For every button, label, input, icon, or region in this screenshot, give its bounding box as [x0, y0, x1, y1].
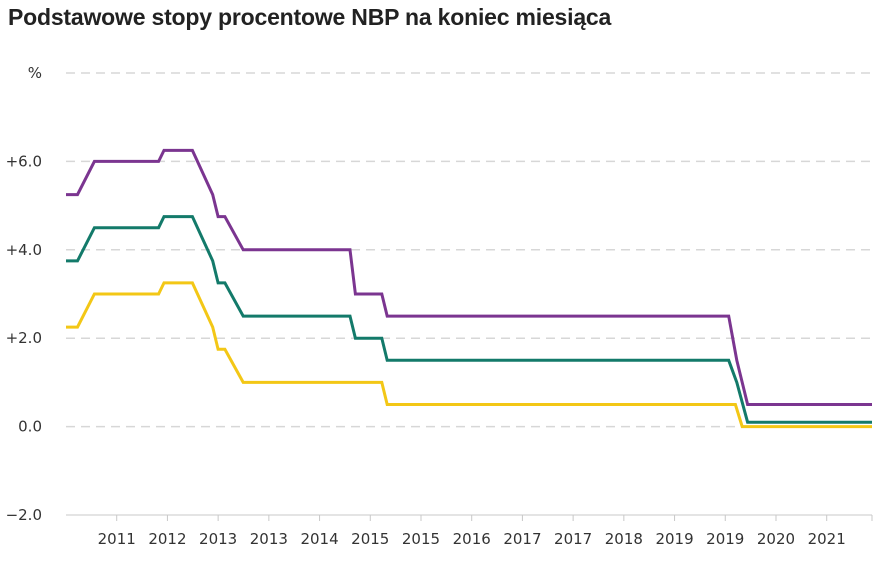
x-tick-label: 2016: [453, 530, 491, 548]
grid-lines: [66, 72, 872, 428]
x-tick-label: 2018: [605, 530, 643, 548]
x-tick-label: 2017: [503, 530, 541, 548]
y-tick-label: −2.0: [6, 506, 42, 524]
chart-title: Podstawowe stopy procentowe NBP na konie…: [8, 4, 612, 30]
x-tick-label: 2021: [808, 530, 846, 548]
x-axis: 2011 2012 2013 2013 2014 2015 2015 2016 2017 2017…: [66, 514, 873, 548]
y-tick-label: 0.0: [18, 418, 42, 436]
y-tick-label: %: [28, 64, 42, 82]
x-tick-label: 2011: [98, 530, 136, 548]
y-axis-labels: % +6.0 +4.0 +2.0 0.0 −2.0: [6, 64, 42, 524]
y-tick-label: +6.0: [6, 152, 42, 170]
series-lines: [66, 148, 872, 429]
series-line-2: [66, 215, 872, 424]
x-tick-label: 2013: [250, 530, 288, 548]
x-tick-label: 2013: [199, 530, 237, 548]
y-tick-label: +4.0: [6, 241, 42, 259]
series-line-3: [66, 281, 872, 429]
x-tick-label: 2014: [300, 530, 338, 548]
x-tick-label: 2019: [706, 530, 744, 548]
x-tick-label: 2020: [757, 530, 795, 548]
x-tick-label: 2019: [655, 530, 693, 548]
x-tick-label: 2017: [554, 530, 592, 548]
x-tick-label: 2012: [148, 530, 186, 548]
x-tick-label: 2015: [402, 530, 440, 548]
x-tick-label: 2015: [351, 530, 389, 548]
series-line-1: [66, 148, 872, 406]
y-tick-label: +2.0: [6, 329, 42, 347]
